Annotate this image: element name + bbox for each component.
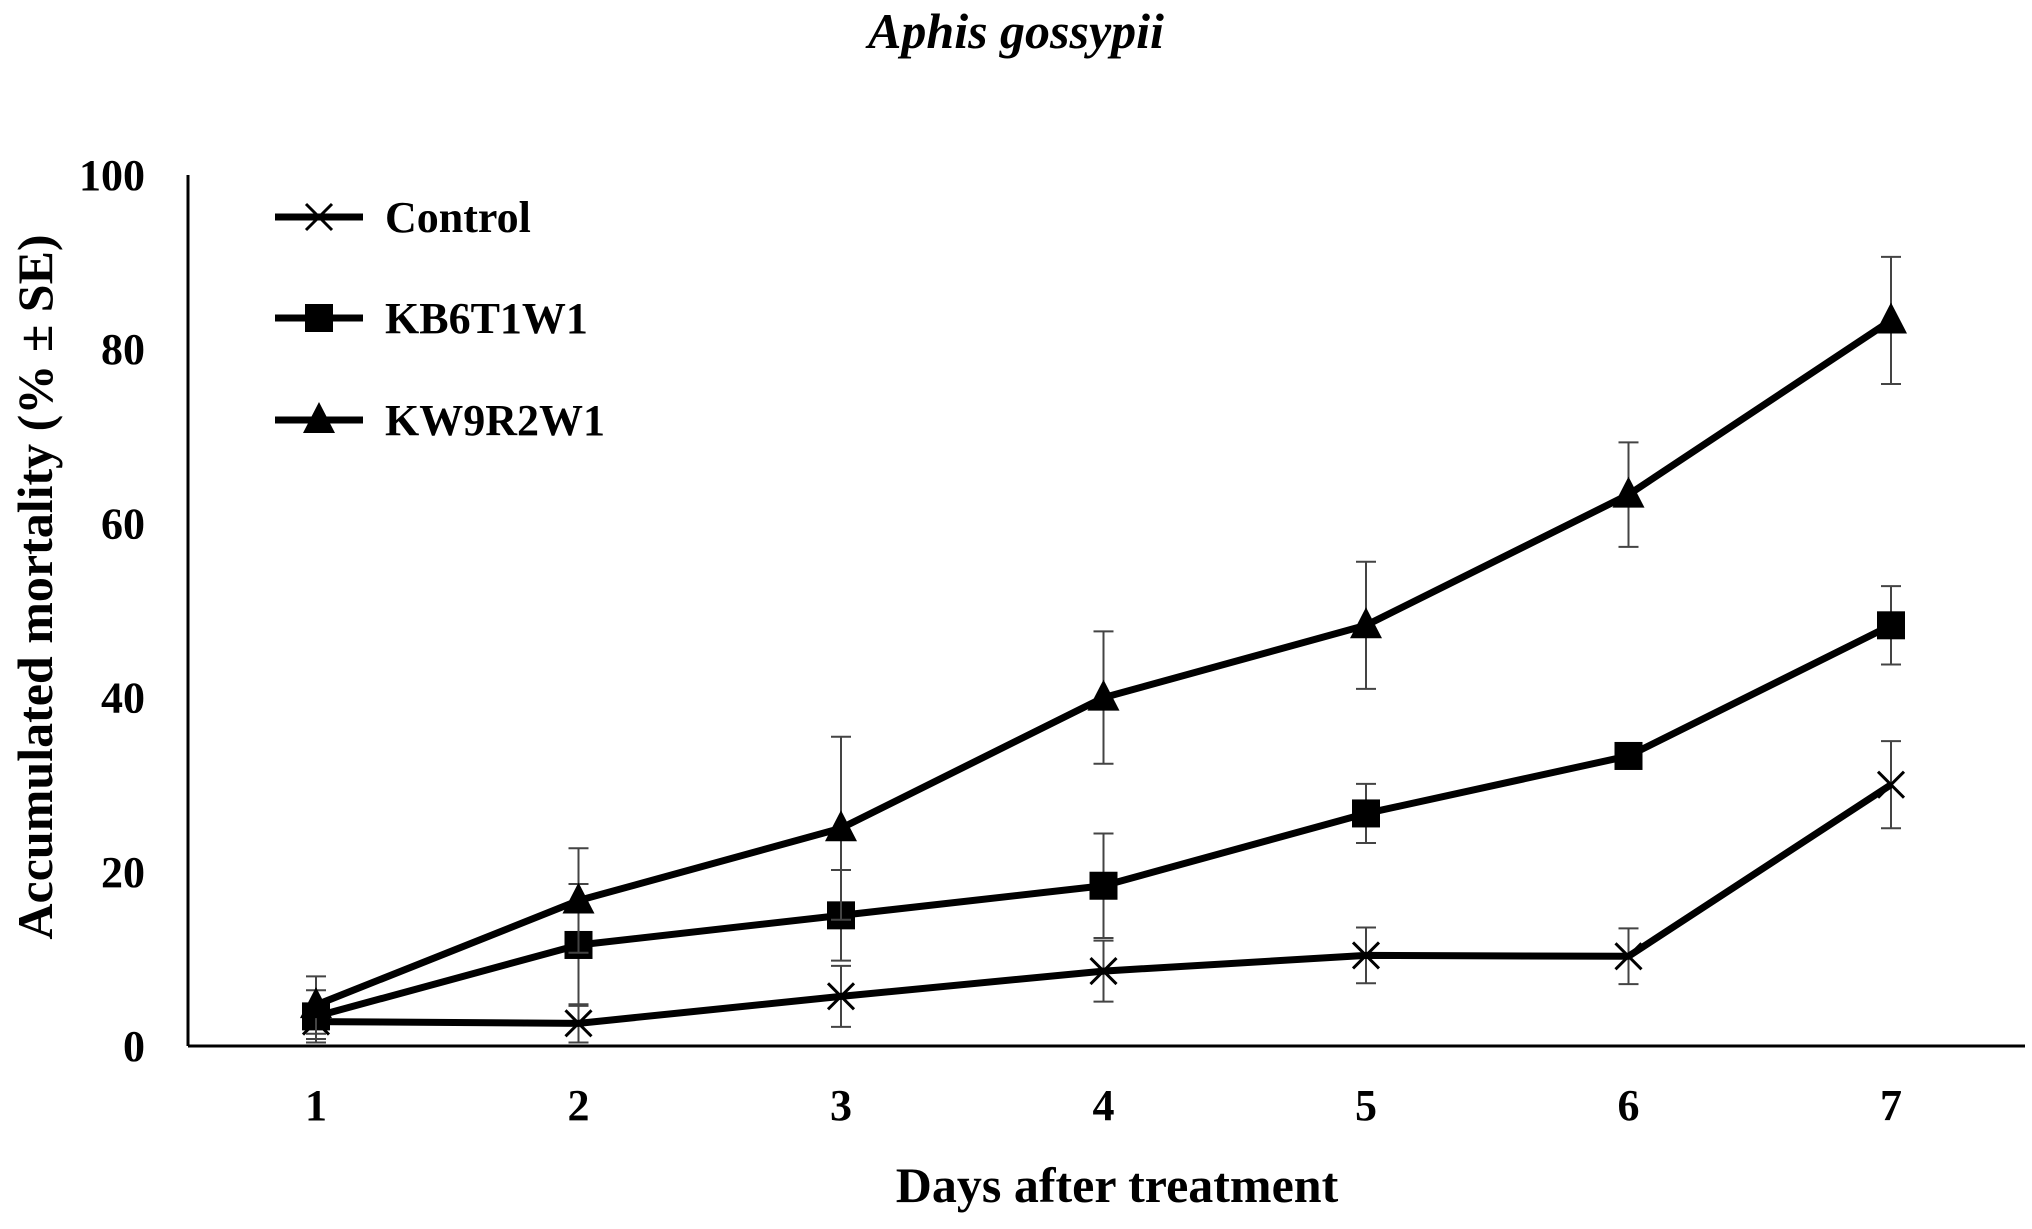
y-tick-label: 100 bbox=[79, 151, 145, 200]
y-tick-label: 80 bbox=[101, 325, 145, 374]
data-point bbox=[564, 1009, 593, 1038]
legend-label: Control bbox=[385, 193, 531, 242]
data-point bbox=[1877, 611, 1905, 640]
y-tick-label: 40 bbox=[101, 674, 145, 723]
data-point bbox=[825, 810, 857, 842]
y-axis-ticks: 0 20 40 60 80 100 bbox=[79, 151, 145, 1071]
legend-marker bbox=[305, 304, 333, 332]
legend-label: KW9R2W1 bbox=[385, 396, 605, 445]
x-axis-ticks: 1 2 3 4 5 6 7 bbox=[305, 1081, 1902, 1130]
data-point bbox=[1352, 799, 1380, 828]
data-point bbox=[1876, 770, 1906, 799]
x-tick-label: 5 bbox=[1355, 1081, 1377, 1130]
y-tick-label: 20 bbox=[101, 848, 145, 897]
data-point bbox=[1089, 957, 1118, 986]
legend-marker bbox=[303, 402, 335, 433]
axes bbox=[186, 175, 2025, 1048]
y-axis-title: Accumulated mortality (% ± SE) bbox=[7, 234, 63, 939]
data-point bbox=[1089, 871, 1118, 900]
data-point bbox=[1087, 679, 1120, 711]
x-tick-label: 3 bbox=[830, 1081, 852, 1130]
data-point bbox=[1875, 302, 1907, 334]
legend-item: KB6T1W1 bbox=[275, 294, 588, 343]
x-tick-label: 6 bbox=[1618, 1081, 1640, 1130]
data-point bbox=[826, 982, 856, 1011]
series-layer bbox=[300, 255, 1907, 1044]
data-point bbox=[1612, 476, 1645, 508]
series-kw9r2w1 bbox=[300, 255, 1907, 1035]
legend-label: KB6T1W1 bbox=[385, 294, 588, 343]
chart-title: Aphis gossypii bbox=[865, 3, 1164, 59]
data-point bbox=[1351, 941, 1381, 970]
x-tick-label: 7 bbox=[1880, 1081, 1902, 1130]
x-axis-title: Days after treatment bbox=[896, 1157, 1339, 1213]
data-point bbox=[300, 987, 332, 1019]
data-point bbox=[1350, 607, 1382, 639]
x-tick-label: 1 bbox=[305, 1081, 327, 1130]
legend-item: Control bbox=[275, 193, 531, 242]
legend-item: KW9R2W1 bbox=[275, 396, 605, 445]
legend-marker bbox=[304, 202, 334, 232]
x-tick-label: 4 bbox=[1093, 1081, 1115, 1130]
legend: Control KB6T1W1 KW9R2W1 bbox=[275, 193, 605, 445]
y-tick-label: 0 bbox=[123, 1022, 145, 1071]
data-point bbox=[1614, 942, 1643, 971]
y-tick-label: 60 bbox=[101, 499, 145, 548]
data-point bbox=[562, 882, 595, 914]
data-point bbox=[1614, 741, 1643, 770]
x-tick-label: 2 bbox=[568, 1081, 590, 1130]
